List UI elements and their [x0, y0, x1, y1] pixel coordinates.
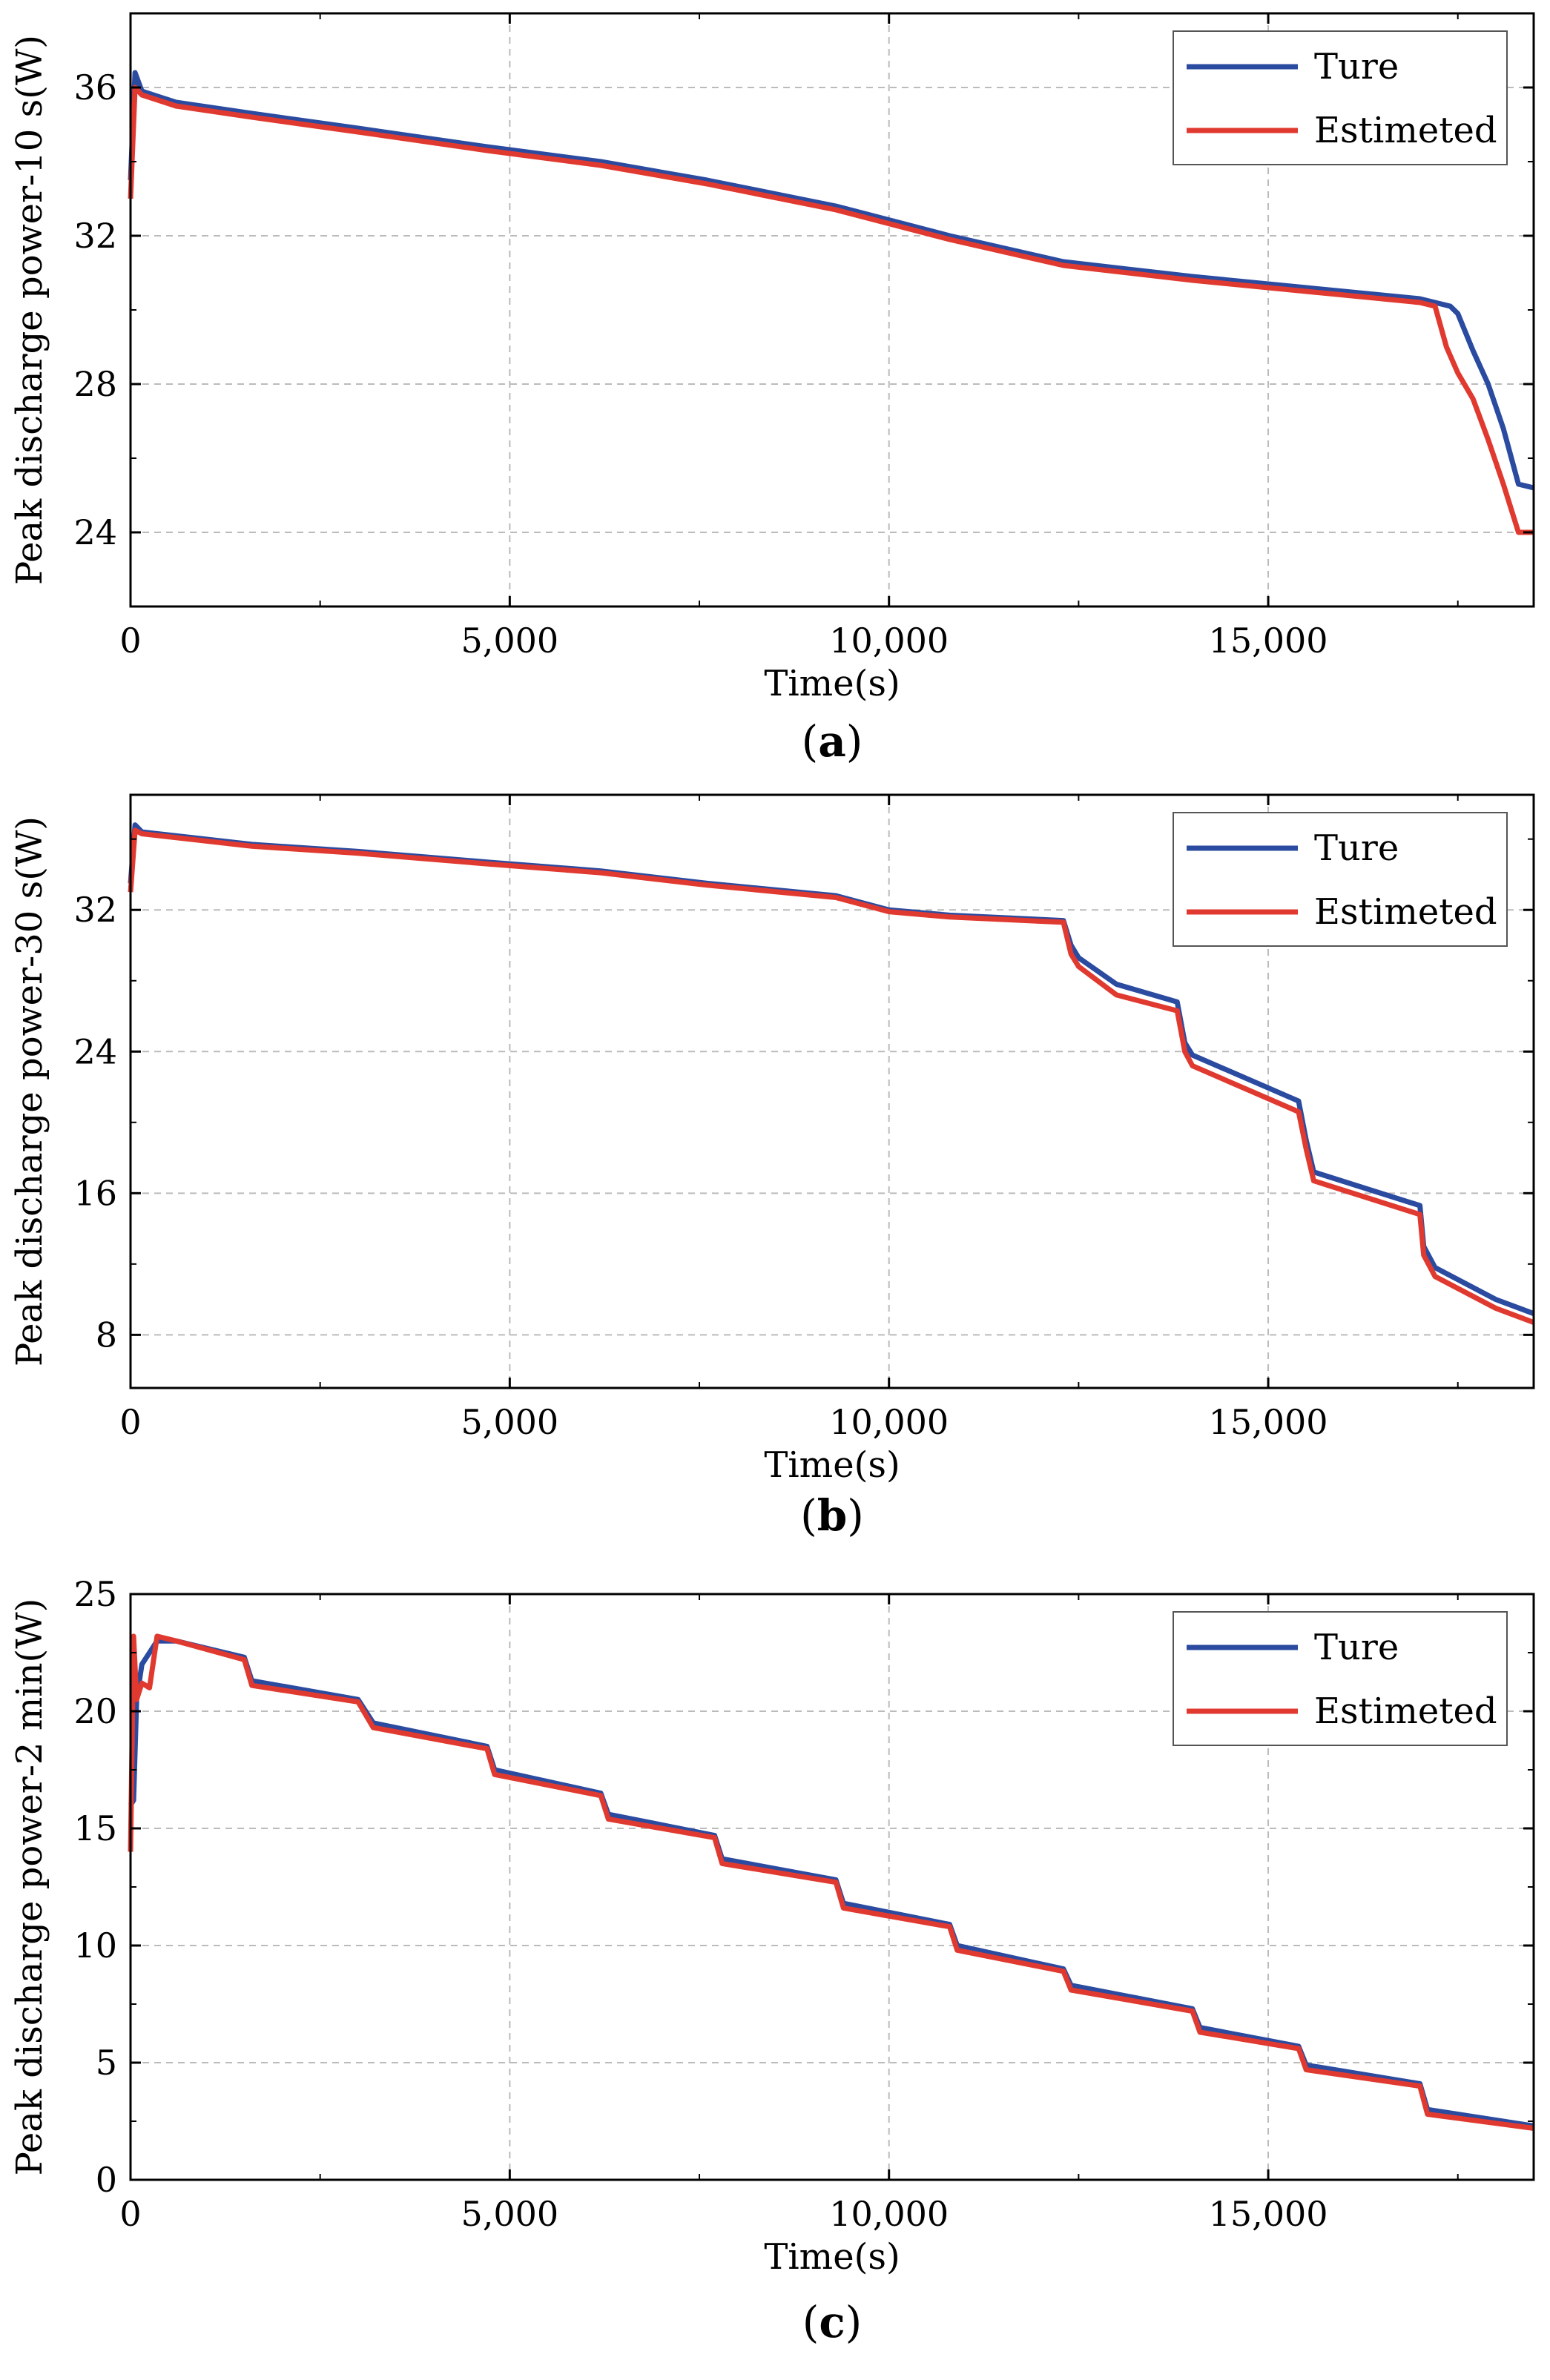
y-tick-label: 32 [73, 890, 117, 930]
legend-box [1173, 1611, 1508, 1746]
x-axis-label: Time(s) [764, 2236, 900, 2278]
x-tick-label: 15,000 [1209, 2194, 1328, 2234]
panel-caption: (b) [800, 1490, 864, 1541]
chart-panel-c: 0 5,000 10,000 15,000 0 5 10 15 20 25 Time(s) Peak … [9, 1574, 1535, 2347]
panel-caption: (a) [802, 716, 863, 767]
x-tick-label: 15,000 [1209, 1402, 1328, 1442]
legend-label-true: Ture [1314, 827, 1399, 869]
x-tick-label: 0 [119, 2194, 141, 2234]
x-tick-label: 15,000 [1209, 621, 1328, 661]
panel-caption-letter: a [818, 716, 846, 767]
chart-panel-a: 0 5,000 10,000 15,000 24 28 32 36 Time(s) Peak di… [9, 12, 1535, 767]
y-tick-label: 16 [73, 1173, 117, 1213]
panel-caption-close: ) [847, 1490, 864, 1541]
series-line-estimated [128, 1633, 1534, 2131]
x-tick-label: 5,000 [461, 1402, 558, 1442]
y-tick-label: 24 [73, 512, 117, 552]
x-tick-label: 5,000 [461, 621, 558, 661]
legend-label-true: Ture [1314, 46, 1399, 87]
y-tick-label: 36 [73, 67, 117, 108]
x-tick-label: 10,000 [829, 2194, 949, 2234]
legend-box [1173, 812, 1508, 947]
y-tick-label: 25 [73, 1574, 117, 1614]
legend-label-estimated: Estimeted [1314, 110, 1497, 151]
panel-caption-open: ( [800, 1490, 817, 1541]
y-tick-label: 15 [73, 1808, 117, 1848]
legend-label-estimated: Estimeted [1314, 891, 1497, 933]
x-tick-label: 10,000 [829, 621, 949, 661]
legend-label-true: Ture [1314, 1627, 1399, 1668]
x-tick-label: 0 [119, 1402, 141, 1442]
plot-frame [129, 793, 1535, 1389]
series-line-estimated [128, 827, 1535, 1325]
legend-label-estimated: Estimeted [1314, 1690, 1497, 1732]
y-axis-label: Peak discharge power-30 s(W) [9, 816, 50, 1366]
panel-caption-letter: b [817, 1490, 848, 1541]
panel-caption-close: ) [845, 2297, 863, 2347]
panel-caption-letter: c [819, 2297, 845, 2347]
y-tick-label: 0 [96, 2160, 117, 2200]
legend-box [1173, 30, 1508, 165]
y-tick-label: 20 [73, 1691, 117, 1731]
x-tick-label: 10,000 [829, 1402, 949, 1442]
panel-caption-open: ( [802, 2297, 819, 2347]
x-axis-label: Time(s) [764, 1444, 900, 1486]
y-tick-label: 24 [73, 1031, 117, 1071]
y-tick-label: 5 [96, 2043, 117, 2083]
x-axis-label: Time(s) [764, 663, 900, 704]
panel-caption: (c) [802, 2297, 863, 2347]
series-line-true [128, 70, 1534, 491]
panel-caption-close: ) [846, 716, 863, 767]
x-tick-label: 0 [119, 621, 141, 661]
y-axis-label: Peak discharge power-2 min(W) [9, 1599, 50, 2176]
y-tick-label: 8 [96, 1315, 117, 1355]
panel-caption-open: ( [802, 716, 819, 767]
chart-panel-b: 0 5,000 10,000 15,000 8 16 24 32 Time(s) Peak dis… [9, 793, 1535, 1541]
x-tick-label: 5,000 [461, 2194, 558, 2234]
y-tick-label: 32 [73, 216, 117, 256]
series-line-estimated [128, 85, 1534, 535]
y-axis-label: Peak discharge power-10 s(W) [9, 35, 50, 585]
y-tick-label: 10 [73, 1926, 117, 1966]
y-tick-label: 28 [73, 364, 117, 404]
